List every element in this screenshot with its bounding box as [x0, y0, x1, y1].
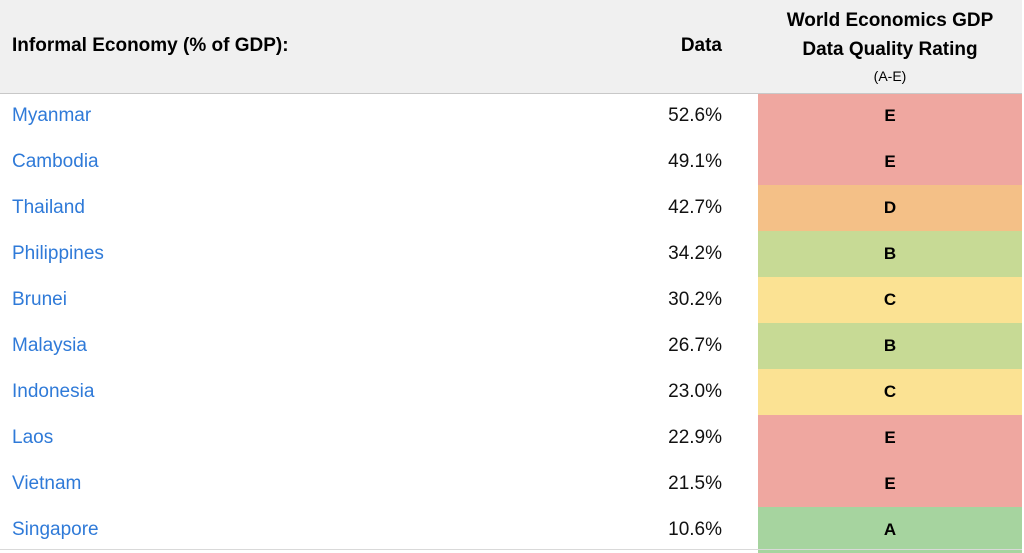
rating-badge: C	[758, 369, 1022, 415]
rating-badge: E	[758, 461, 1022, 507]
header-row: Informal Economy (% of GDP): Data World …	[0, 0, 1022, 94]
table-row: Vietnam 21.5% E	[0, 461, 1022, 507]
country-link[interactable]: Vietnam	[12, 473, 82, 494]
table-row: Singapore 10.6% A	[0, 507, 1022, 553]
rating-badge: A	[758, 507, 1022, 553]
rating-scale-label: (A-E)	[873, 68, 907, 85]
rating-badge: B	[758, 231, 1022, 277]
data-value: 23.0%	[668, 381, 722, 402]
country-link[interactable]: Philippines	[12, 243, 104, 264]
data-value: 49.1%	[668, 151, 722, 172]
country-link[interactable]: Singapore	[12, 519, 99, 540]
country-link[interactable]: Laos	[12, 427, 54, 448]
rating-badge: C	[758, 277, 1022, 323]
table-row: Philippines 34.2% B	[0, 231, 1022, 277]
data-value: 26.7%	[668, 335, 722, 356]
rating-badge: D	[758, 185, 1022, 231]
country-link[interactable]: Thailand	[12, 197, 85, 218]
table-row: Laos 22.9% E	[0, 415, 1022, 461]
table-header: Informal Economy (% of GDP): Data World …	[0, 0, 1022, 94]
country-link[interactable]: Myanmar	[12, 105, 92, 127]
table-bottom-divider	[0, 549, 1022, 550]
rating-badge: E	[758, 415, 1022, 461]
rating-header-line1: World Economics GDP	[786, 10, 994, 32]
data-value: 52.6%	[668, 105, 722, 127]
table-row: Malaysia 26.7% B	[0, 323, 1022, 369]
rating-header-line2: Data Quality Rating	[802, 39, 978, 61]
country-link[interactable]: Brunei	[12, 289, 67, 310]
country-link[interactable]: Cambodia	[12, 151, 99, 172]
rating-column-header: World Economics GDP Data Quality Rating …	[758, 0, 1022, 94]
table-row: Cambodia 49.1% E	[0, 139, 1022, 185]
data-value: 30.2%	[668, 289, 722, 310]
rating-badge: E	[758, 139, 1022, 185]
rating-badge: B	[758, 323, 1022, 369]
data-column-header: Data	[580, 0, 758, 94]
country-link[interactable]: Malaysia	[12, 335, 87, 356]
country-column-header: Informal Economy (% of GDP):	[0, 0, 580, 94]
table-row: Myanmar 52.6% E	[0, 93, 1022, 139]
data-value: 10.6%	[668, 519, 722, 540]
data-value: 34.2%	[668, 243, 722, 264]
data-value: 21.5%	[668, 473, 722, 494]
data-value: 22.9%	[668, 427, 722, 448]
country-link[interactable]: Indonesia	[12, 381, 95, 402]
table-row: Indonesia 23.0% C	[0, 369, 1022, 415]
table-body: Myanmar 52.6% E Cambodia 49.1% E Thailan…	[0, 93, 1022, 553]
table-row: Brunei 30.2% C	[0, 277, 1022, 323]
data-value: 42.7%	[668, 197, 722, 218]
table-row: Thailand 42.7% D	[0, 185, 1022, 231]
rating-badge: E	[758, 93, 1022, 139]
